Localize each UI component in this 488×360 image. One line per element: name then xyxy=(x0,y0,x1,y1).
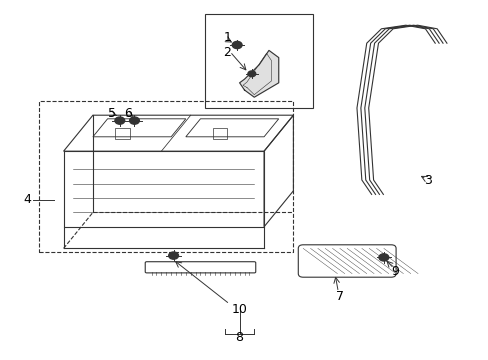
Circle shape xyxy=(168,252,178,259)
FancyBboxPatch shape xyxy=(145,262,255,273)
Polygon shape xyxy=(239,50,278,97)
Text: 2: 2 xyxy=(223,46,231,59)
Text: 7: 7 xyxy=(335,291,343,303)
Bar xyxy=(39,101,293,252)
Text: 6: 6 xyxy=(124,107,132,120)
Circle shape xyxy=(129,117,139,124)
Text: 3: 3 xyxy=(423,174,431,186)
Circle shape xyxy=(232,41,242,49)
Circle shape xyxy=(115,117,124,124)
Text: 5: 5 xyxy=(108,107,116,120)
Text: 10: 10 xyxy=(231,303,247,316)
Bar xyxy=(115,128,129,139)
Text: 8: 8 xyxy=(235,331,243,344)
Text: 4: 4 xyxy=(23,193,31,206)
FancyBboxPatch shape xyxy=(298,245,395,277)
Circle shape xyxy=(247,71,255,77)
Text: 9: 9 xyxy=(390,265,398,278)
Bar xyxy=(212,128,227,139)
Text: 1: 1 xyxy=(223,31,231,44)
Circle shape xyxy=(378,254,388,261)
